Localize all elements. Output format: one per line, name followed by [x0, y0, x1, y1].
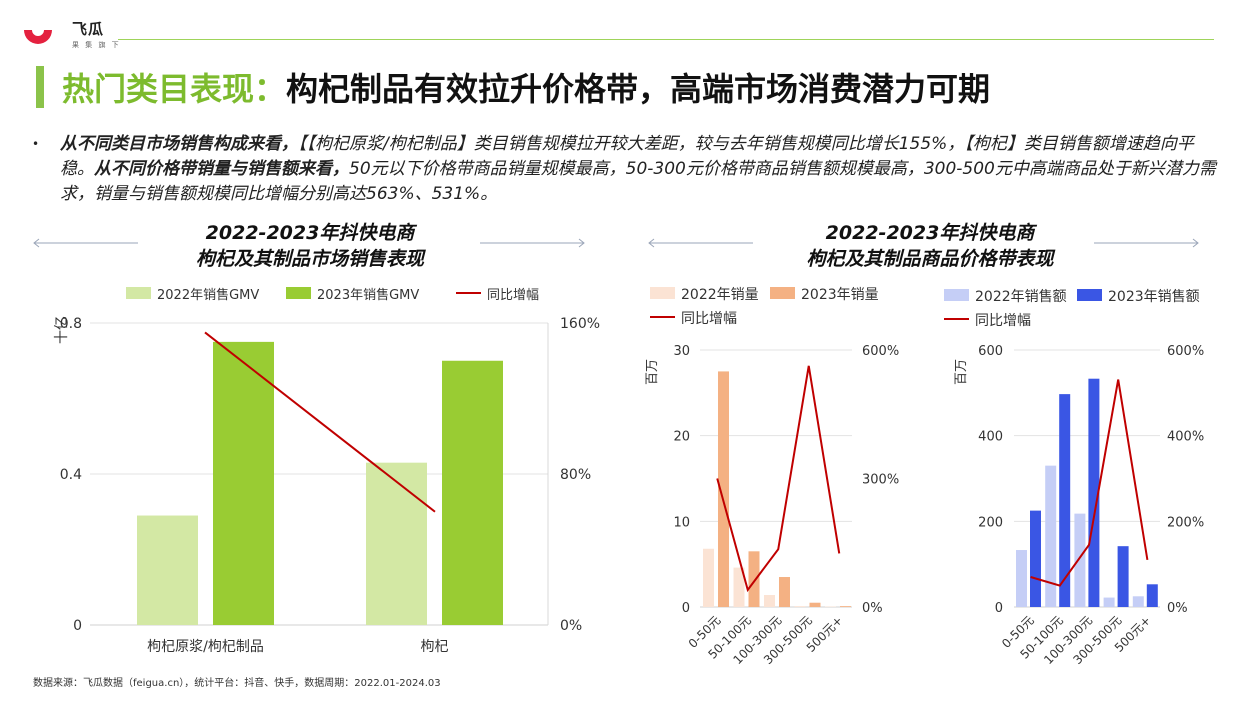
chart-1-title-line-2: 枸杞及其制品市场销售表现 — [195, 248, 424, 270]
legend-swatch — [770, 287, 795, 299]
bar-2022 — [1074, 513, 1086, 607]
chart-2-title-line-2: 枸杞及其制品商品价格带表现 — [806, 248, 1054, 270]
y-tick-label: 0 — [995, 601, 1003, 616]
legend-label: 2023年销售额 — [1108, 289, 1200, 305]
y-tick-label: 200 — [978, 515, 1003, 530]
data-source-note: 数据来源：飞瓜数据（feigua.cn），统计平台：抖音、快手，数据周期：202… — [33, 678, 441, 689]
y-tick-label: 0 — [682, 601, 690, 616]
bullet-lead-2: 从不同价格带销量与销售额来看， — [94, 159, 349, 179]
bar-2023 — [809, 602, 821, 607]
y2-tick-label: 600% — [862, 344, 899, 359]
bar-2023 — [748, 551, 760, 607]
brand-slogan: 果 集 旗 下 — [72, 41, 121, 49]
growth-line — [204, 331, 436, 513]
y2-tick-label: 0% — [560, 618, 582, 634]
y2-tick-label: 300% — [862, 473, 899, 488]
y2-tick-label: 0% — [1167, 601, 1188, 616]
bar-2022 — [1045, 465, 1057, 607]
legend-label: 2022年销售GMV — [157, 287, 259, 303]
title-main: 构杞制品有效拉升价格带，高端市场消费潜力可期 — [286, 70, 991, 108]
title-accent-bar — [36, 66, 44, 108]
x-tick-label: 枸杞 — [421, 639, 449, 655]
bar-2023 — [1059, 394, 1071, 607]
x-tick-label: 枸杞原浆/枸杞制品 — [147, 639, 264, 655]
bar-2023 — [1088, 378, 1100, 607]
bar-2023 — [779, 577, 790, 607]
y-axis-title: 百万 — [954, 359, 969, 385]
bar-2023 — [442, 360, 503, 625]
y2-tick-label: 160% — [560, 316, 600, 332]
bar-2022 — [1132, 596, 1144, 607]
bar-2023 — [213, 341, 274, 625]
y-tick-label: 400 — [978, 430, 1003, 445]
brand-name: 飞瓜 — [72, 20, 105, 38]
y-tick-label: 30 — [673, 344, 690, 359]
right-arrow-decoration — [480, 238, 585, 248]
chart-1-title: 2022-2023年抖快电商 枸杞及其制品市场销售表现 — [150, 220, 470, 272]
legend-label: 同比增幅 — [975, 313, 1031, 329]
y-axis-title: 十亿 — [54, 316, 70, 344]
legend-label: 2022年销售额 — [975, 289, 1067, 305]
legend-label: 2023年销量 — [801, 287, 879, 303]
bar-2022 — [733, 567, 745, 607]
legend-swatch — [286, 287, 311, 299]
bullet-text-2: 50元以下价格带商品销量规模最高，50-300元价格带商品销售额规模最高，300… — [60, 159, 1216, 204]
bullet-text-1: 【【枸杞原浆/枸杞制品】类目销售规模拉开较大差距，较与去年销售规模同比增长155… — [60, 134, 1194, 179]
page-title: 热门类目表现：构杞制品有效拉升价格带，高端市场消费潜力可期 — [62, 64, 990, 110]
y2-tick-label: 200% — [1167, 515, 1204, 530]
legend-swatch — [1077, 289, 1102, 301]
left-arrow-decoration — [648, 238, 753, 248]
bar-2023 — [1030, 510, 1041, 607]
bar-2023 — [840, 606, 851, 607]
bar-2022 — [764, 595, 775, 607]
legend-swatch — [650, 287, 675, 299]
legend-label: 同比增幅 — [487, 288, 539, 303]
y2-tick-label: 80% — [560, 467, 591, 483]
y-tick-label: 0.4 — [60, 467, 82, 483]
legend-swatch — [944, 289, 969, 301]
y-tick-label: 10 — [673, 515, 690, 530]
legend-label: 2022年销量 — [681, 287, 759, 303]
y-tick-label: 20 — [673, 430, 690, 445]
title-highlight: 热门类目表现： — [62, 70, 287, 108]
chart-1-title-line-1: 2022-2023年抖快电商 — [205, 222, 415, 244]
legend-swatch — [126, 287, 151, 299]
bullet-lead-1: 从不同类目市场销售构成来看， — [60, 134, 298, 154]
bar-2023 — [718, 371, 729, 607]
summary-bullet: 从不同类目市场销售构成来看，【【枸杞原浆/枸杞制品】类目销售规模拉开较大差距，较… — [60, 132, 1220, 207]
y-axis-title: 百万 — [645, 359, 660, 385]
left-arrow-decoration — [33, 238, 138, 248]
legend-label: 同比增幅 — [681, 311, 737, 327]
header-divider — [118, 39, 1214, 40]
bullet-marker: • — [32, 137, 40, 151]
brand-logo-icon — [24, 30, 52, 44]
bar-2023 — [1117, 546, 1129, 607]
bar-2022 — [1103, 597, 1115, 607]
y-tick-label: 0.8 — [60, 316, 82, 332]
chart-2-title-line-1: 2022-2023年抖快电商 — [825, 222, 1035, 244]
chart-2-title: 2022-2023年抖快电商 枸杞及其制品商品价格带表现 — [760, 220, 1100, 272]
y2-tick-label: 0% — [862, 601, 883, 616]
bar-2022 — [366, 462, 427, 625]
bar-2022 — [703, 548, 714, 607]
bar-2023 — [1146, 584, 1158, 607]
y2-tick-label: 400% — [1167, 430, 1204, 445]
y-tick-label: 600 — [978, 344, 1003, 359]
bar-2022 — [1016, 550, 1027, 607]
bar-2022 — [137, 515, 198, 625]
y-tick-label: 0 — [73, 618, 82, 634]
right-arrow-decoration — [1094, 238, 1199, 248]
legend-label: 2023年销售GMV — [317, 287, 419, 303]
y2-tick-label: 600% — [1167, 344, 1204, 359]
bar-2022 — [794, 606, 806, 607]
